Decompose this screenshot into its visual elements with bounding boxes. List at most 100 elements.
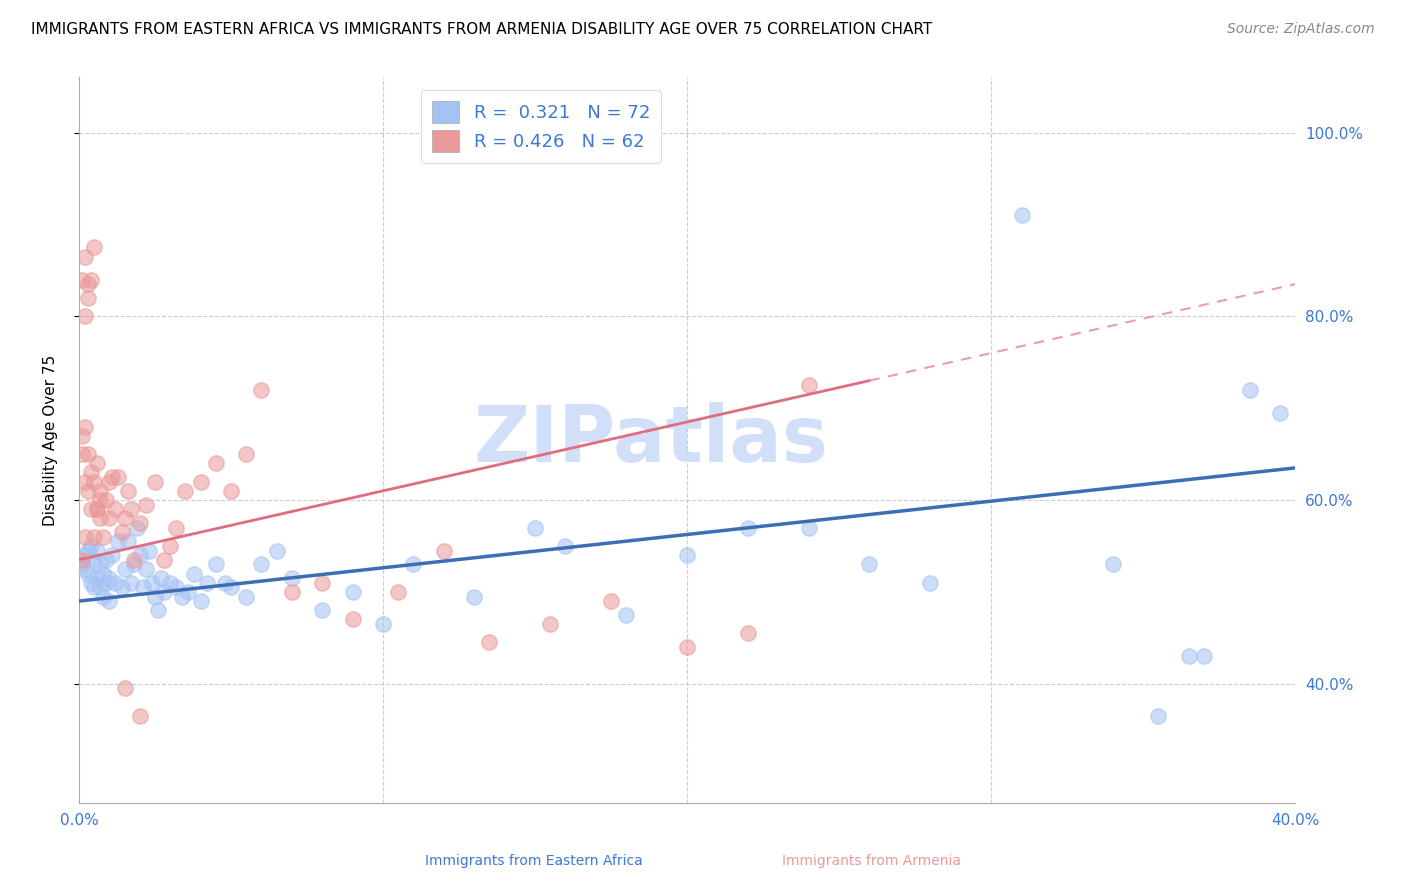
Point	[98, 475, 121, 489]
Point	[524, 520, 547, 534]
Point	[554, 539, 576, 553]
Point	[737, 520, 759, 534]
Point	[91, 590, 114, 604]
Point	[83, 530, 105, 544]
Point	[73, 562, 96, 576]
Point	[797, 378, 820, 392]
Point	[114, 681, 136, 696]
Point	[159, 575, 181, 590]
Point	[86, 502, 108, 516]
Point	[83, 580, 105, 594]
Point	[114, 562, 136, 576]
Point	[104, 575, 127, 590]
Point	[114, 511, 136, 525]
Point	[135, 498, 157, 512]
Point	[117, 483, 139, 498]
Point	[77, 277, 100, 292]
Point	[1011, 208, 1033, 222]
Point	[402, 558, 425, 572]
Point	[204, 558, 226, 572]
Point	[89, 511, 111, 525]
Point	[214, 575, 236, 590]
Point	[86, 456, 108, 470]
Point	[463, 590, 485, 604]
Point	[77, 447, 100, 461]
Point	[153, 553, 176, 567]
Point	[70, 558, 93, 572]
Point	[920, 575, 942, 590]
Text: Source: ZipAtlas.com: Source: ZipAtlas.com	[1227, 22, 1375, 37]
Point	[86, 571, 108, 585]
Point	[342, 612, 364, 626]
Point	[387, 585, 409, 599]
Point	[433, 543, 456, 558]
Point	[73, 250, 96, 264]
Point	[122, 553, 145, 567]
Point	[80, 539, 103, 553]
Point	[135, 562, 157, 576]
Point	[73, 310, 96, 324]
Y-axis label: Disability Age Over 75: Disability Age Over 75	[44, 355, 58, 526]
Point	[1192, 649, 1215, 664]
Point	[195, 575, 218, 590]
Point	[128, 516, 150, 530]
Point	[77, 291, 100, 305]
Point	[342, 585, 364, 599]
Point	[98, 594, 121, 608]
Point	[70, 447, 93, 461]
Point	[83, 553, 105, 567]
Point	[96, 553, 118, 567]
Point	[600, 594, 623, 608]
Point	[101, 548, 124, 562]
Point	[281, 571, 304, 585]
Point	[70, 428, 93, 442]
Point	[190, 475, 212, 489]
Point	[614, 607, 637, 622]
Point	[1177, 649, 1199, 664]
Text: Immigrants from Eastern Africa: Immigrants from Eastern Africa	[426, 854, 643, 868]
Point	[73, 475, 96, 489]
Point	[174, 483, 197, 498]
Point	[80, 272, 103, 286]
Point	[235, 590, 257, 604]
Point	[77, 566, 100, 581]
Point	[143, 590, 166, 604]
Point	[86, 543, 108, 558]
Point	[281, 585, 304, 599]
Point	[235, 447, 257, 461]
Point	[219, 483, 242, 498]
Text: Immigrants from Armenia: Immigrants from Armenia	[782, 854, 962, 868]
Point	[132, 580, 155, 594]
Point	[128, 548, 150, 562]
Point	[143, 475, 166, 489]
Point	[101, 470, 124, 484]
Point	[478, 635, 501, 649]
Point	[165, 520, 187, 534]
Point	[73, 530, 96, 544]
Point	[91, 566, 114, 581]
Point	[104, 502, 127, 516]
Point	[110, 525, 132, 540]
Point	[120, 575, 142, 590]
Point	[153, 585, 176, 599]
Point	[183, 566, 205, 581]
Point	[159, 539, 181, 553]
Point	[190, 594, 212, 608]
Point	[89, 580, 111, 594]
Point	[177, 585, 200, 599]
Point	[122, 558, 145, 572]
Legend: R =  0.321   N = 72, R = 0.426   N = 62: R = 0.321 N = 72, R = 0.426 N = 62	[422, 90, 661, 163]
Point	[120, 502, 142, 516]
Point	[165, 580, 187, 594]
Point	[797, 520, 820, 534]
Point	[96, 493, 118, 508]
Point	[219, 580, 242, 594]
Point	[371, 617, 394, 632]
Point	[128, 709, 150, 723]
Point	[73, 548, 96, 562]
Point	[89, 558, 111, 572]
Point	[172, 590, 194, 604]
Point	[676, 548, 699, 562]
Point	[150, 571, 173, 585]
Point	[83, 240, 105, 254]
